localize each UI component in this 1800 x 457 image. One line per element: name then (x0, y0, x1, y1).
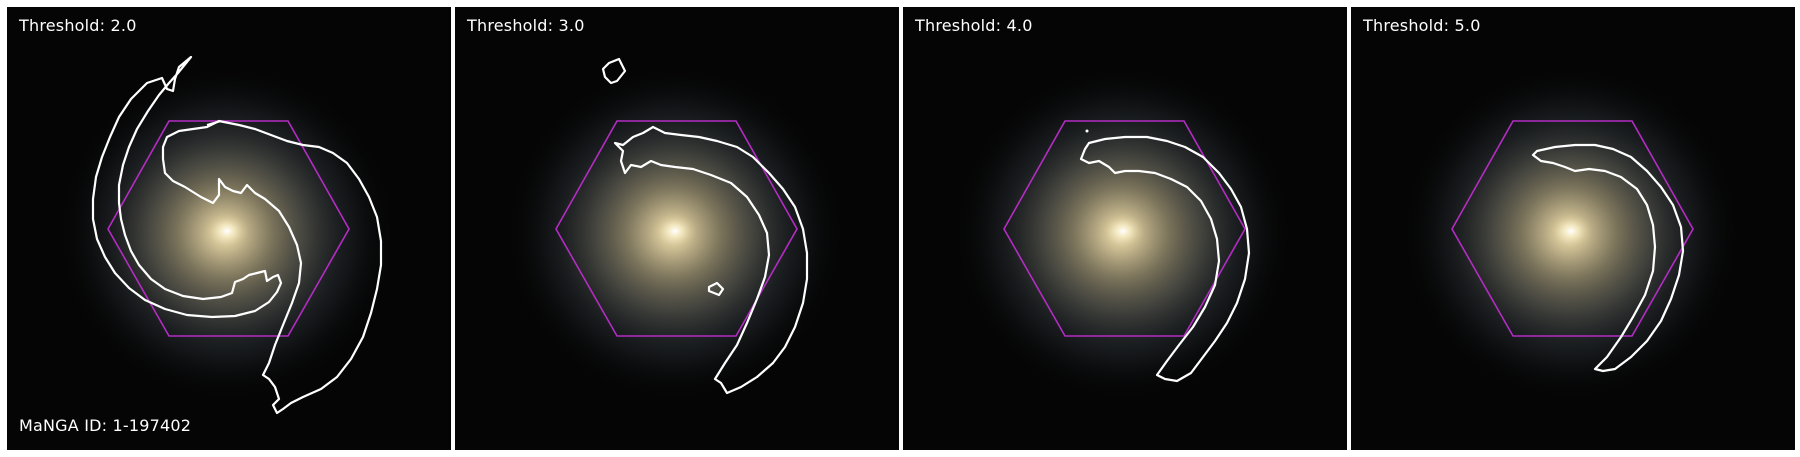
ifu-hexagon (107, 120, 350, 337)
galaxy-image (7, 7, 451, 450)
panel-threshold-3: Threshold: 3.0 (455, 7, 899, 450)
threshold-label: Threshold: 2.0 (19, 16, 137, 35)
threshold-label: Threshold: 3.0 (467, 16, 585, 35)
galaxy-image (455, 7, 899, 450)
arm-contour (1531, 143, 1685, 373)
arm-contour (1079, 135, 1251, 383)
panel-threshold-5: Threshold: 5.0 (1351, 7, 1795, 450)
arm-contour (613, 125, 809, 395)
panel-threshold-2: Threshold: 2.0 MaNGA ID: 1-197402 (7, 7, 451, 450)
galaxy-image (903, 7, 1347, 450)
ifu-hexagon (1003, 120, 1246, 337)
threshold-label: Threshold: 4.0 (915, 16, 1033, 35)
ifu-hexagon (555, 120, 798, 337)
arm-contour (91, 55, 283, 319)
contour-speck (1085, 129, 1089, 133)
galaxy-image (1351, 7, 1795, 450)
manga-id-label: MaNGA ID: 1-197402 (19, 416, 192, 435)
arm-contour (161, 119, 383, 415)
panel-threshold-4: Threshold: 4.0 (903, 7, 1347, 450)
arm-contour (601, 57, 627, 85)
arm-contour (707, 281, 725, 297)
threshold-label: Threshold: 5.0 (1363, 16, 1481, 35)
arm-contour (206, 120, 222, 126)
ifu-hexagon (1451, 120, 1694, 337)
